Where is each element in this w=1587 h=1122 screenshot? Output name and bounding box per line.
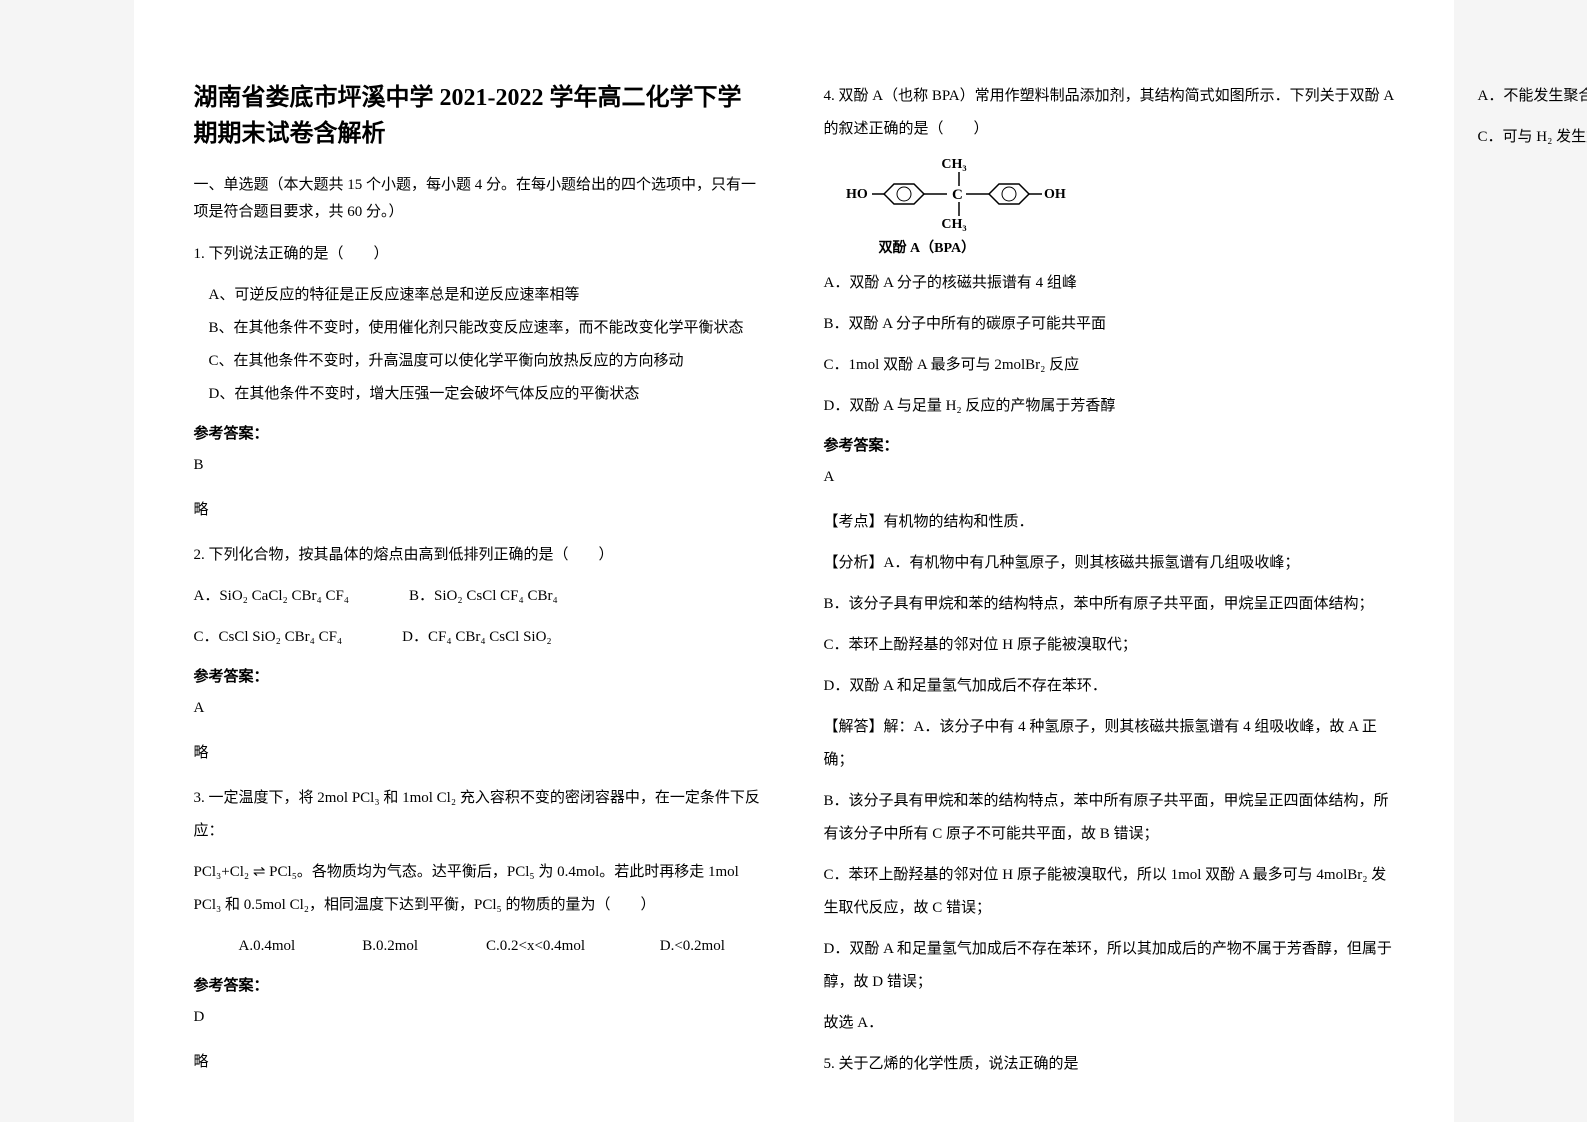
q4-answer: A xyxy=(824,461,1394,494)
q4-a2: 【分析】A．有机物中有几种氢原子，则其核磁共振氢谱有几组吸收峰； xyxy=(824,547,1394,580)
q2-note: 略 xyxy=(194,737,764,770)
q4-a9: D．双酚 A 和足量氢气加成后不存在苯环，所以其加成后的产物不属于芳香醇，但属于… xyxy=(824,933,1394,999)
section-header: 一、单选题（本大题共 15 个小题，每小题 4 分。在每小题给出的四个选项中，只… xyxy=(194,172,764,226)
q3-equation: PCl₃+Cl₂ ⇌ PCl₅。各物质均为气态。达平衡后，PCl₅ 为 0.4m… xyxy=(194,856,764,922)
q4-a3: B．该分子具有甲烷和苯的结构特点，苯中所有原子共平面，甲烷呈正四面体结构； xyxy=(824,588,1394,621)
q2-option-c: C．CsCl SiO₂ CBr₄ CF₄ xyxy=(194,621,343,654)
question-3: 3. 一定温度下，将 2mol PCl₃ 和 1mol Cl₂ 充入容积不变的密… xyxy=(194,782,764,848)
q5-option-c: C．可与 H₂ 发生加成反应 xyxy=(1478,121,1587,154)
bpa-caption: 双酚 A（BPA） xyxy=(824,237,1394,257)
svg-text:OH: OH xyxy=(1044,187,1066,202)
q4-answer-label: 参考答案： xyxy=(824,431,1394,461)
q1-answer: B xyxy=(194,449,764,482)
q1-option-c: C、在其他条件不变时，升高温度可以使化学平衡向放热反应的方向移动 xyxy=(194,345,764,378)
q5-option-a: A．不能发生聚合反应 xyxy=(1478,80,1587,113)
q2-option-d: D．CF₄ CBr₄ CsCl SiO₂ xyxy=(402,621,551,654)
page-title: 湖南省娄底市坪溪中学 2021-2022 学年高二化学下学期期末试卷含解析 xyxy=(194,80,764,152)
svg-text:CH₃: CH₃ xyxy=(941,217,966,231)
q4-option-d: D．双酚 A 与足量 H₂ 反应的产物属于芳香醇 xyxy=(824,390,1394,423)
svg-text:HO: HO xyxy=(846,187,868,202)
q1-option-b: B、在其他条件不变时，使用催化剂只能改变反应速率，而不能改变化学平衡状态 xyxy=(194,312,764,345)
svg-text:CH₃: CH₃ xyxy=(941,157,966,172)
q2-option-b: B．SiO₂ CsCl CF₄ CBr₄ xyxy=(409,580,558,613)
question-1: 1. 下列说法正确的是（ ） xyxy=(194,238,764,271)
q1-option-d: D、在其他条件不变时，增大压强一定会破坏气体反应的平衡状态 xyxy=(194,378,764,411)
bpa-structure: CH₃ HO C OH CH₃ xyxy=(824,156,1394,231)
q4-a6: 【解答】解：A．该分子中有 4 种氢原子，则其核磁共振氢谱有 4 组吸收峰，故 … xyxy=(824,711,1394,777)
q2-answer-label: 参考答案： xyxy=(194,662,764,692)
q4-a7: B．该分子具有甲烷和苯的结构特点，苯中所有原子共平面，甲烷呈正四面体结构，所有该… xyxy=(824,785,1394,851)
q2-answer: A xyxy=(194,692,764,725)
question-2: 2. 下列化合物，按其晶体的熔点由高到低排列正确的是（ ） xyxy=(194,539,764,572)
q3-answer: D xyxy=(194,1001,764,1034)
q3-answer-label: 参考答案： xyxy=(194,971,764,1001)
question-5: 5. 关于乙烯的化学性质，说法正确的是 xyxy=(824,1048,1394,1081)
q4-a4: C．苯环上酚羟基的邻对位 H 原子能被溴取代； xyxy=(824,629,1394,662)
q4-option-a: A．双酚 A 分子的核磁共振谱有 4 组峰 xyxy=(824,267,1394,300)
q2-option-a: A．SiO₂ CaCl₂ CBr₄ CF₄ xyxy=(194,580,350,613)
q4-option-c: C．1mol 双酚 A 最多可与 2molBr₂ 反应 xyxy=(824,349,1394,382)
q1-note: 略 xyxy=(194,494,764,527)
q4-a1: 【考点】有机物的结构和性质． xyxy=(824,506,1394,539)
q4-option-b: B．双酚 A 分子中所有的碳原子可能共平面 xyxy=(824,308,1394,341)
svg-text:C: C xyxy=(952,187,963,203)
q1-answer-label: 参考答案： xyxy=(194,419,764,449)
question-4: 4. 双酚 A（也称 BPA）常用作塑料制品添加剂，其结构简式如图所示．下列关于… xyxy=(824,80,1394,146)
q3-options: A.0.4mol B.0.2mol C.0.2<x<0.4mol D.<0.2m… xyxy=(194,930,764,963)
q4-a5: D．双酚 A 和足量氢气加成后不存在苯环． xyxy=(824,670,1394,703)
q4-a10: 故选 A． xyxy=(824,1007,1394,1040)
q3-note: 略 xyxy=(194,1046,764,1079)
q1-option-a: A、可逆反应的特征是正反应速率总是和逆反应速率相等 xyxy=(194,279,764,312)
q4-a8: C．苯环上酚羟基的邻对位 H 原子能被溴取代，所以 1mol 双酚 A 最多可与… xyxy=(824,859,1394,925)
